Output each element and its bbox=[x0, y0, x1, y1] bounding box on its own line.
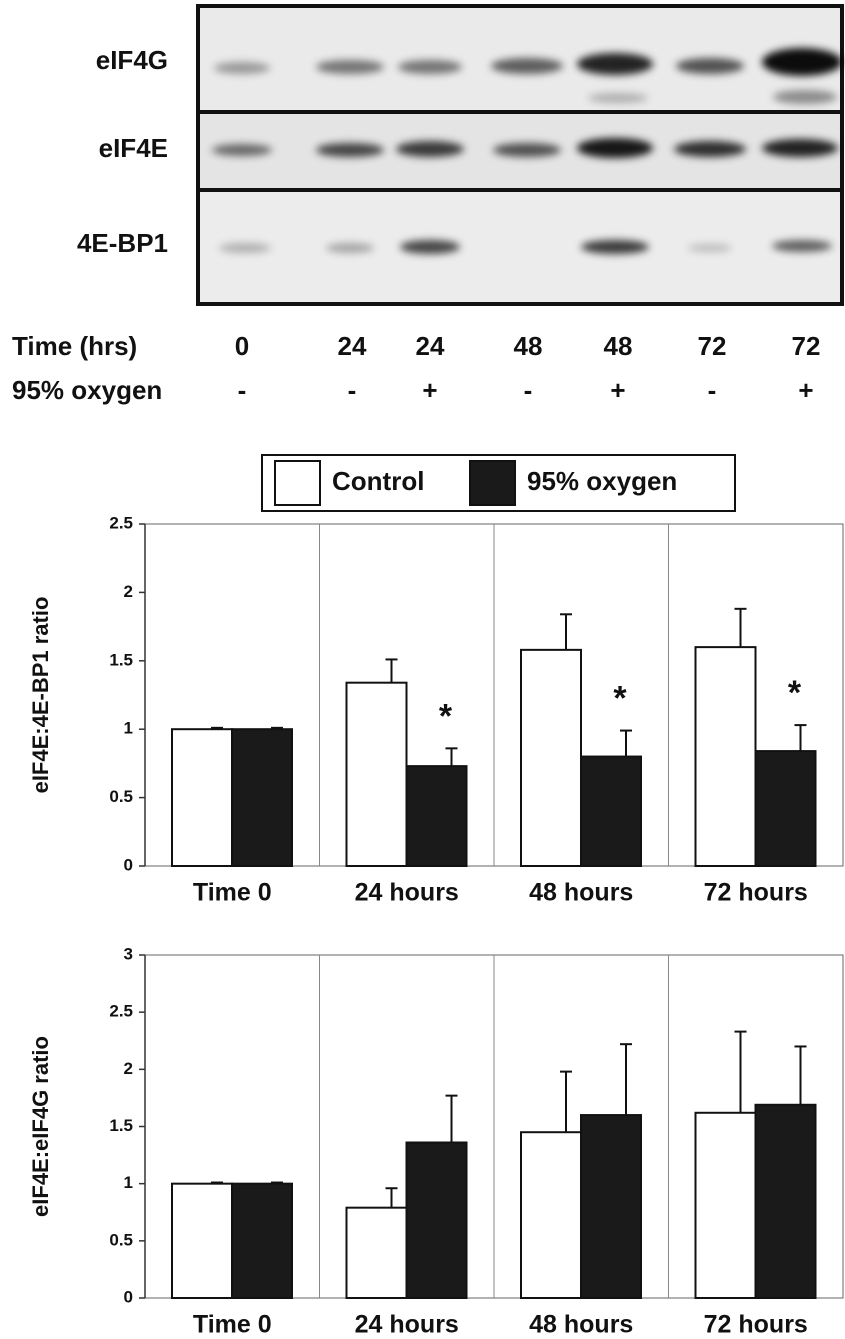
significance-marker: * bbox=[439, 697, 453, 735]
legend-swatch bbox=[275, 461, 320, 505]
y-tick-label: 3 bbox=[124, 944, 133, 963]
time-value: 48 bbox=[604, 331, 633, 361]
y-tick-label: 2 bbox=[124, 1059, 133, 1078]
oxygen-label: 95% oxygen bbox=[12, 375, 162, 405]
y-tick-label: 1.5 bbox=[109, 1116, 133, 1135]
y-tick-label: 1.5 bbox=[109, 650, 133, 669]
blot-row-label: eIF4E bbox=[99, 133, 168, 163]
bar bbox=[347, 1208, 407, 1298]
x-tick-label: 72 hours bbox=[704, 1311, 808, 1339]
time-value: 0 bbox=[235, 331, 249, 361]
oxygen-sign: - bbox=[708, 375, 717, 405]
oxygen-sign: - bbox=[348, 375, 357, 405]
y-tick-label: 0 bbox=[124, 1287, 133, 1306]
legend-label: 95% oxygen bbox=[527, 466, 677, 496]
y-axis-title: eIF4E:4E-BP1 ratio bbox=[28, 597, 53, 794]
y-tick-label: 1 bbox=[124, 719, 133, 738]
x-tick-label: 72 hours bbox=[704, 879, 808, 907]
bar bbox=[407, 1143, 467, 1298]
bar bbox=[521, 650, 581, 866]
bar bbox=[232, 1184, 292, 1298]
bar bbox=[407, 766, 467, 866]
y-tick-label: 1 bbox=[124, 1173, 133, 1192]
bar bbox=[172, 729, 232, 866]
bar bbox=[756, 751, 816, 866]
bar bbox=[232, 729, 292, 866]
oxygen-sign: + bbox=[798, 375, 813, 405]
time-label: Time (hrs) bbox=[12, 331, 137, 361]
bar bbox=[172, 1184, 232, 1298]
figure: eIF4G eIF4E 4E-BP1 Time (hrs) 95% oxygen… bbox=[0, 0, 845, 1339]
y-tick-label: 0.5 bbox=[109, 1230, 133, 1249]
x-tick-label: Time 0 bbox=[193, 1311, 272, 1339]
time-value: 24 bbox=[416, 331, 445, 361]
x-tick-label: Time 0 bbox=[193, 879, 272, 907]
blot-row-label: 4E-BP1 bbox=[77, 228, 168, 258]
significance-marker: * bbox=[788, 674, 802, 712]
oxygen-sign: + bbox=[610, 375, 625, 405]
oxygen-sign: - bbox=[524, 375, 533, 405]
significance-marker: * bbox=[613, 680, 627, 718]
legend-swatch bbox=[470, 461, 515, 505]
time-value: 24 bbox=[338, 331, 367, 361]
bar bbox=[756, 1105, 816, 1298]
x-tick-label: 48 hours bbox=[529, 1311, 633, 1339]
bar bbox=[581, 757, 641, 866]
x-tick-label: 48 hours bbox=[529, 879, 633, 907]
bar bbox=[347, 683, 407, 866]
oxygen-sign: - bbox=[238, 375, 247, 405]
bar bbox=[696, 1113, 756, 1298]
y-tick-label: 0.5 bbox=[109, 787, 133, 806]
time-value: 48 bbox=[514, 331, 543, 361]
y-tick-label: 0 bbox=[124, 855, 133, 874]
time-value: 72 bbox=[698, 331, 727, 361]
y-axis-title: eIF4E:eIF4G ratio bbox=[28, 1036, 53, 1217]
y-tick-label: 2.5 bbox=[109, 513, 133, 532]
western-blot bbox=[198, 6, 842, 304]
y-tick-label: 2 bbox=[124, 582, 133, 601]
x-tick-label: 24 hours bbox=[355, 1311, 459, 1339]
bar bbox=[521, 1132, 581, 1298]
y-tick-label: 2.5 bbox=[109, 1002, 133, 1021]
x-tick-label: 24 hours bbox=[355, 879, 459, 907]
time-value: 72 bbox=[792, 331, 821, 361]
bar bbox=[581, 1115, 641, 1298]
oxygen-sign: + bbox=[422, 375, 437, 405]
bar bbox=[696, 647, 756, 866]
blot-row-label: eIF4G bbox=[96, 45, 168, 75]
legend-label: Control bbox=[332, 466, 424, 496]
